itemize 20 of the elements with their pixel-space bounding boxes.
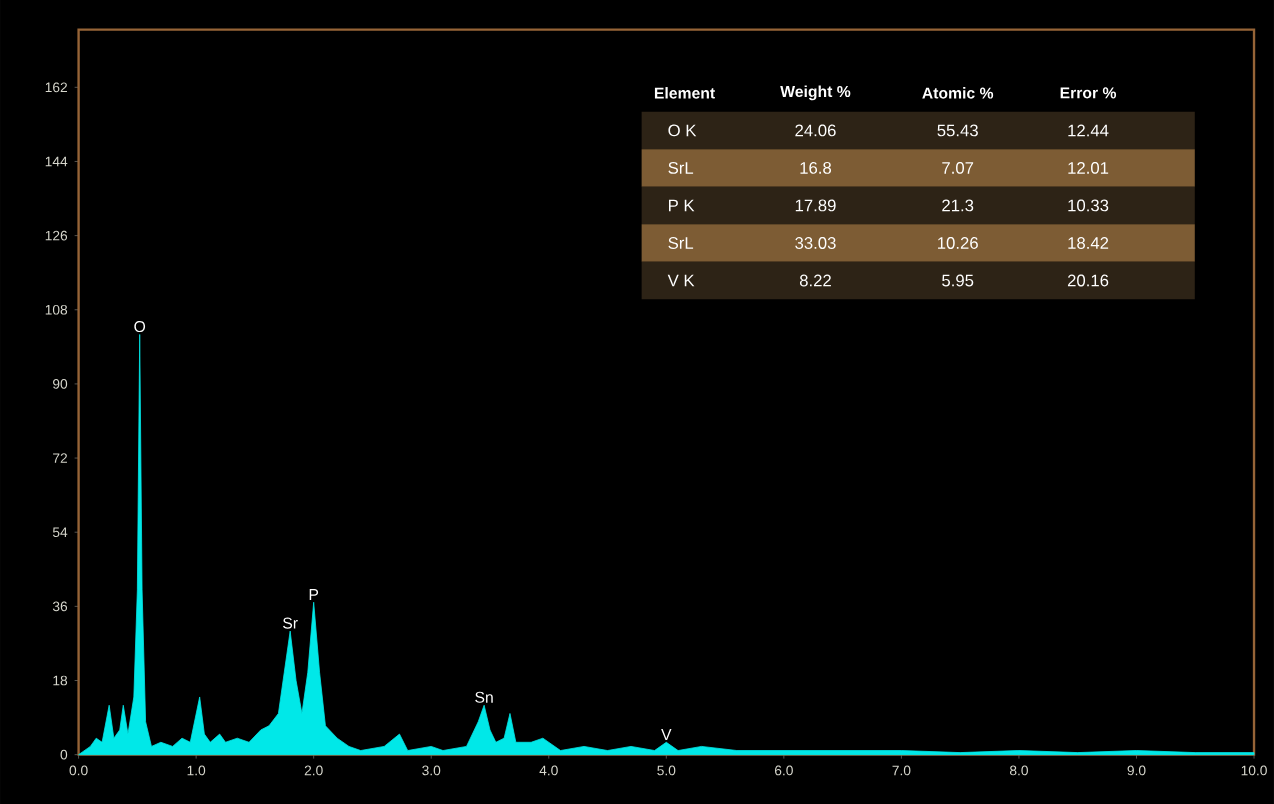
annotation: 18.42	[1068, 237, 1109, 249]
annotation: 12.01	[1068, 161, 1109, 174]
annotation: SrL	[668, 161, 694, 174]
annotation: 10.33	[1068, 199, 1109, 212]
annotation: 33.03	[795, 237, 836, 249]
annotation: 17.89	[795, 199, 836, 212]
annotation: 21.3	[942, 199, 974, 212]
annotation: 20.16	[1067, 274, 1109, 287]
annotation: V K	[667, 274, 695, 287]
annotation: 12.44	[1068, 124, 1109, 137]
annotation: P K	[669, 199, 695, 212]
annotation: 7.07	[942, 161, 974, 174]
annotation: 5.95	[942, 274, 974, 287]
annotation: 24.06	[795, 124, 836, 137]
annotation: O K	[668, 124, 697, 137]
annotation: SrL	[668, 237, 694, 249]
annotation: 10.26	[938, 237, 978, 249]
annotation: 55.43	[937, 124, 978, 137]
annotation: 8.22	[799, 274, 831, 287]
annotation: 16.8	[800, 161, 832, 174]
